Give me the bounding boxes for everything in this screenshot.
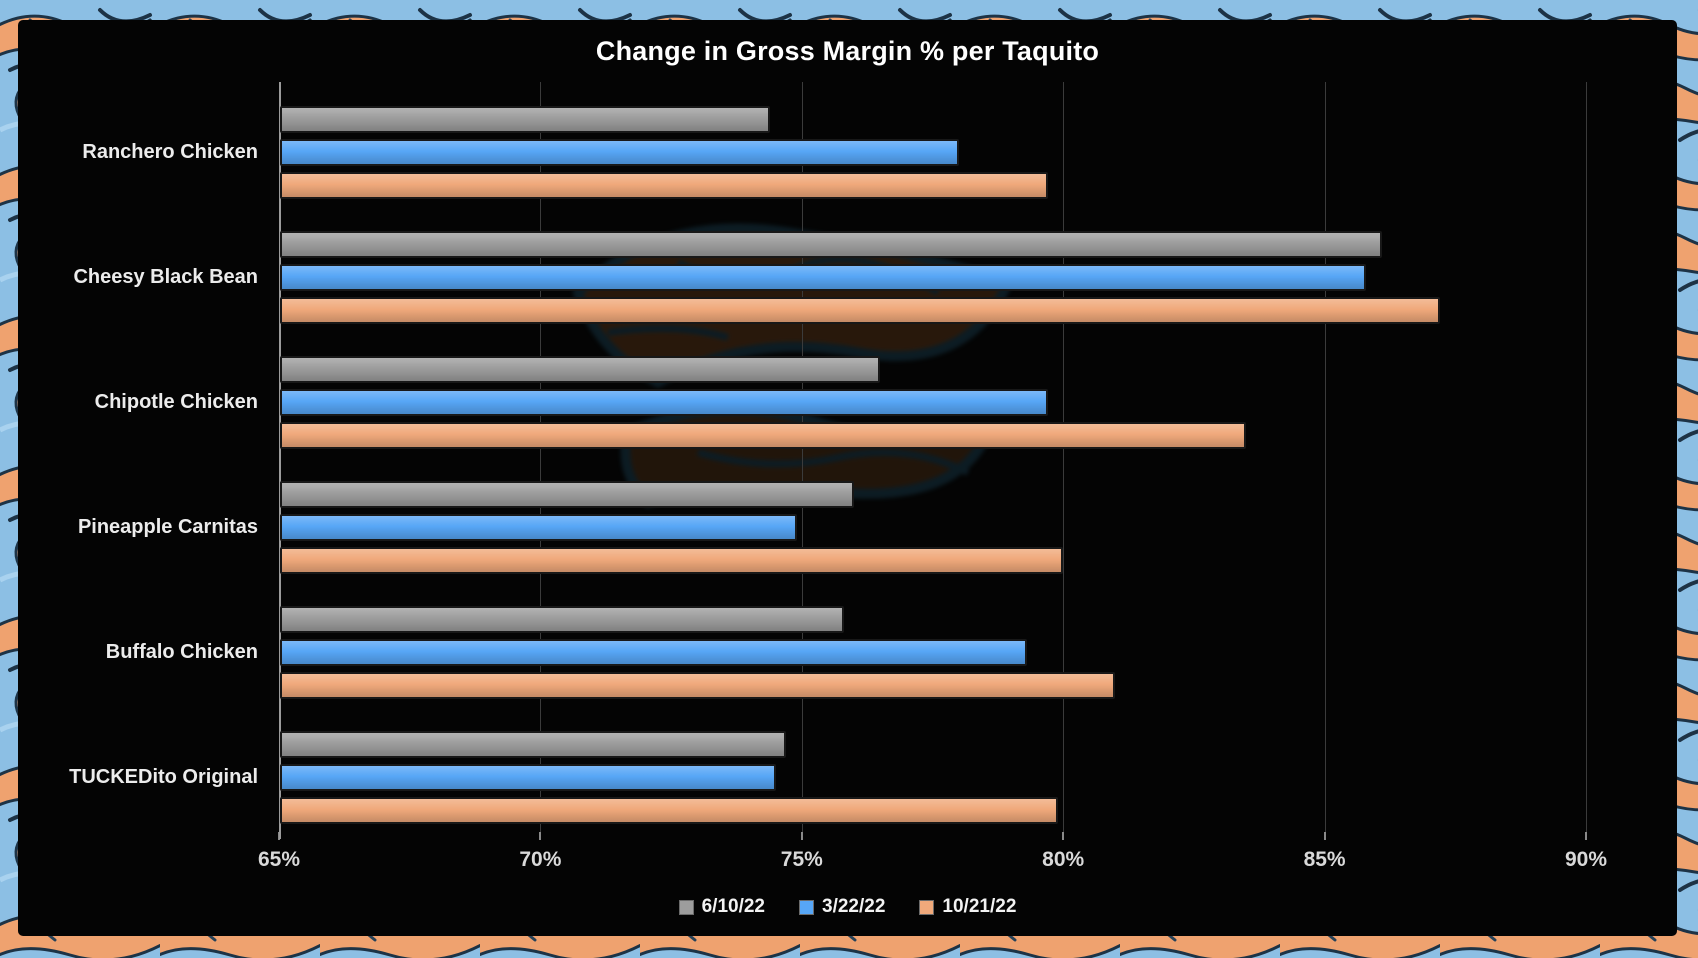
- bar-3-22-22-pineapple-carnitas: [280, 514, 797, 541]
- gridline: [1063, 82, 1065, 832]
- bar-10-21-22-tuckedito-original: [280, 797, 1058, 824]
- chart-title: Change in Gross Margin % per Taquito: [595, 36, 1100, 66]
- legend-label: 6/10/22: [701, 896, 766, 917]
- legend-swatch-10-21-22: [919, 899, 935, 915]
- x-tick-label: 85%: [1303, 848, 1346, 871]
- bar-3-22-22-cheesy-black-bean: [280, 264, 1367, 291]
- x-tick-label: 80%: [1042, 848, 1085, 871]
- bar-10-21-22-cheesy-black-bean: [280, 297, 1440, 324]
- axis-tick: [539, 832, 542, 840]
- legend-swatch-3-22-22: [799, 899, 815, 915]
- gridline: [540, 82, 542, 832]
- bar-6-10-22-tuckedito-original: [280, 731, 787, 758]
- gridline: [1586, 82, 1587, 832]
- axis-baseline: [279, 82, 281, 839]
- x-tick-label: 90%: [1564, 848, 1608, 871]
- bar-10-21-22-ranchero-chicken: [280, 172, 1048, 199]
- legend-label: 10/21/22: [942, 896, 1017, 917]
- bar-6-10-22-chipotle-chicken: [280, 356, 881, 383]
- category-label: Buffalo Chicken: [105, 641, 258, 663]
- legend-item: 10/21/22: [919, 896, 1016, 918]
- bar-3-22-22-tuckedito-original: [280, 764, 776, 791]
- legend-item: 3/22/22: [799, 896, 885, 918]
- bar-10-21-22-chipotle-chicken: [280, 422, 1247, 449]
- bar-6-10-22-ranchero-chicken: [280, 106, 771, 133]
- bar-3-22-22-ranchero-chicken: [280, 139, 959, 166]
- legend-swatch-6-10-22: [678, 899, 694, 915]
- plot-area: 65% 70% 75% 80% 85% 90% Ranchero Chicken Cheesy…: [18, 20, 1677, 936]
- gridline: [801, 82, 803, 832]
- bar-6-10-22-buffalo-chicken: [280, 606, 844, 633]
- category-label: TUCKEDito Original: [69, 766, 258, 788]
- bar-3-22-22-chipotle-chicken: [280, 389, 1048, 416]
- bar-6-10-22-cheesy-black-bean: [280, 231, 1383, 258]
- x-tick-label: 65%: [257, 848, 301, 871]
- bar-6-10-22-pineapple-carnitas: [280, 481, 855, 508]
- legend-item: 6/10/22: [678, 896, 766, 918]
- x-tick-label: 70%: [519, 848, 562, 871]
- axis-tick: [1585, 832, 1587, 840]
- legend-label: 3/22/22: [822, 896, 886, 917]
- axis-tick: [1062, 832, 1065, 840]
- category-label: Pineapple Carnitas: [77, 516, 258, 538]
- category-label: Chipotle Chicken: [94, 391, 258, 413]
- chart-panel: Change in Gross Margin % per Taquito 65%…: [18, 20, 1677, 936]
- bar-10-21-22-pineapple-carnitas: [280, 547, 1064, 574]
- category-label: Ranchero Chicken: [82, 141, 258, 163]
- axis-tick: [1323, 832, 1326, 840]
- x-tick-label: 75%: [780, 848, 823, 871]
- bar-3-22-22-buffalo-chicken: [280, 639, 1027, 666]
- legend: 6/10/22 3/22/22 10/21/22: [18, 896, 1677, 918]
- bar-10-21-22-buffalo-chicken: [280, 672, 1116, 699]
- axis-tick: [800, 832, 803, 840]
- gridline: [1324, 82, 1326, 832]
- category-label: Cheesy Black Bean: [73, 266, 258, 288]
